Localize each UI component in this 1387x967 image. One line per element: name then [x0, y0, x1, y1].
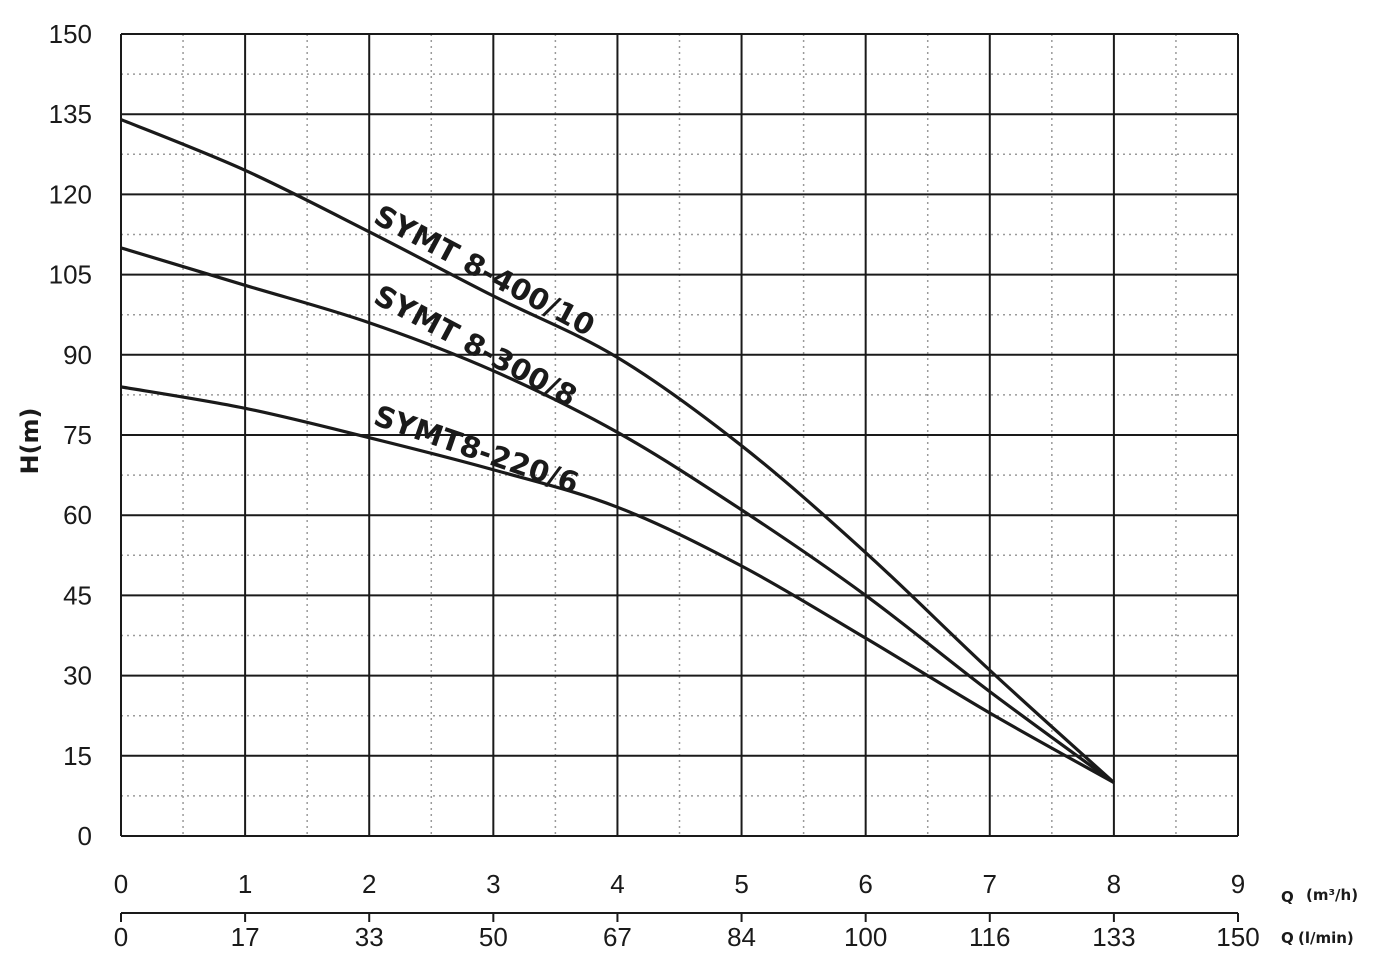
y-tick-label: 0: [78, 821, 92, 851]
series-line-2: [120, 385, 1115, 784]
x2-tick-label: 50: [479, 922, 508, 952]
series-label-symt8-220-6: SYMT8-220/6: [370, 398, 583, 500]
x2-tick-label: 150: [1216, 922, 1259, 952]
x2-tick-label: 0: [114, 922, 128, 952]
major-grid: [120, 33, 1239, 837]
x2-tick-label: 100: [844, 922, 887, 952]
pump-curves: [120, 118, 1115, 784]
x-tick-label: 8: [1107, 869, 1121, 899]
x-tick-label: 6: [858, 869, 872, 899]
y-tick-label: 45: [63, 580, 92, 610]
y-axis-label: H(m): [16, 407, 44, 474]
y-tick-label: 135: [49, 99, 92, 129]
y-tick-label: 150: [49, 19, 92, 49]
x-tick-label: 0: [114, 869, 128, 899]
series-line-1: [120, 246, 1115, 784]
y-tick-label: 75: [63, 420, 92, 450]
y-tick-label: 105: [49, 260, 92, 290]
x-tick-label: 2: [362, 869, 376, 899]
x-tick-label: 9: [1231, 869, 1245, 899]
x-axis-unit-label: (m³/h): [1306, 886, 1358, 904]
minor-grid: [121, 34, 1238, 836]
x2-tick-label: 116: [969, 922, 1010, 952]
y-tick-label: 30: [63, 661, 92, 691]
x-tick-label: 7: [983, 869, 997, 899]
y-tick-label: 90: [63, 340, 92, 370]
x-tick-label: 3: [486, 869, 500, 899]
x-tick-label: 4: [610, 869, 624, 899]
x2-tick-label: 67: [603, 922, 632, 952]
y-tick-label: 120: [49, 179, 92, 209]
x2-tick-label: 17: [231, 922, 260, 952]
x-axis-label: Q: [1281, 888, 1294, 906]
series-line-0: [120, 118, 1115, 784]
x2-tick-label: 133: [1092, 922, 1135, 952]
x2-axis-label: Q: [1281, 929, 1294, 947]
x2-axis-unit-label: (l/min): [1298, 929, 1354, 947]
y-tick-label: 15: [63, 741, 92, 771]
y-tick-label: 60: [63, 500, 92, 530]
x-tick-label: 5: [734, 869, 748, 899]
x2-tick-label: 84: [727, 922, 756, 952]
x-tick-label: 1: [238, 869, 252, 899]
x2-tick-label: 33: [355, 922, 384, 952]
